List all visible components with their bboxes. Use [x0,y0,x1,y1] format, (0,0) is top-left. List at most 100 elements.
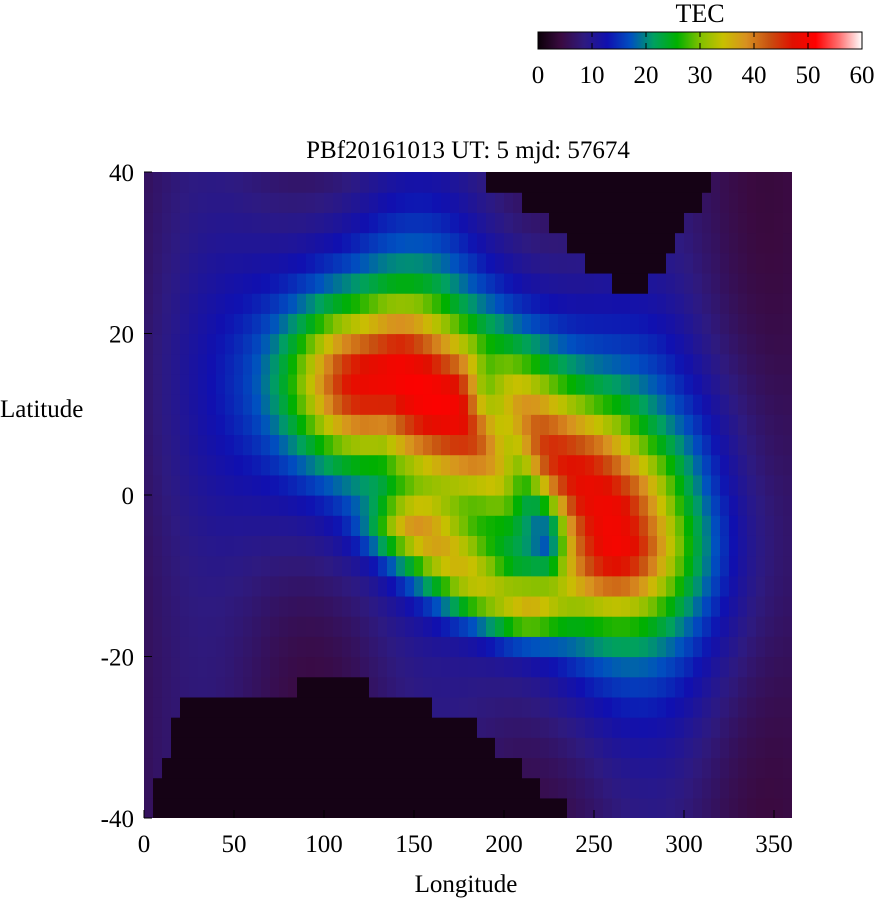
heatmap-cell [261,333,271,355]
heatmap-cell [495,353,505,375]
heatmap-cell [648,777,658,799]
heatmap-cell [630,172,640,193]
heatmap-cell [486,616,496,637]
heatmap-cell [207,696,217,718]
heatmap-cell [315,414,325,436]
heatmap-cell [585,272,595,294]
heatmap-cell [729,515,739,536]
heatmap-cell [351,656,361,678]
heatmap-cell [486,172,496,193]
heatmap-cell [369,212,379,234]
heatmap-cell [765,515,775,536]
heatmap-cell [198,293,208,314]
heatmap-cell [288,434,298,456]
heatmap-cell [360,495,370,516]
heatmap-cell [657,394,667,415]
heatmap-cell [297,575,307,597]
heatmap-cell [423,656,433,678]
heatmap-cell [621,797,631,818]
heatmap-cell [639,414,649,436]
heatmap-cell [477,636,487,658]
heatmap-cell [198,757,208,779]
heatmap-cell [621,434,631,456]
heatmap-cell [585,252,595,274]
heatmap-cell [756,595,766,617]
heatmap-cell [513,575,523,597]
heatmap-cell [261,252,271,274]
heatmap-cell [738,353,748,375]
heatmap-cell [468,696,478,718]
heatmap-cell [756,575,766,597]
heatmap-cell [342,313,352,335]
heatmap-cell [252,595,262,617]
heatmap-cell [621,656,631,678]
heatmap-cell [306,373,316,395]
heatmap-cell [297,757,307,779]
heatmap-cell [369,454,379,476]
heatmap-cell [270,777,280,799]
heatmap-cell [522,777,532,799]
heatmap-cell [666,575,676,597]
heatmap-cell [468,757,478,779]
heatmap-cell [747,212,757,234]
heatmap-cell [216,797,226,818]
heatmap-cell [702,696,712,718]
heatmap-cell [675,495,685,516]
heatmap-cell [378,474,388,496]
heatmap-cell [612,737,622,759]
heatmap-cell [693,595,703,617]
heatmap-cell [441,272,451,294]
heatmap-cell [396,353,406,375]
heatmap-cell [531,212,541,234]
heatmap-cell [225,474,235,496]
heatmap-cell [702,575,712,597]
heatmap-cell [603,616,613,637]
heatmap-cell [297,495,307,516]
heatmap-cell [162,373,172,395]
heatmap-cell [639,495,649,516]
heatmap-cell [639,212,649,234]
heatmap-cell [423,232,433,254]
heatmap-cell [189,313,199,335]
heatmap-cell [171,636,181,658]
heatmap-cell [297,656,307,678]
heatmap-cell [297,717,307,738]
heatmap-cell [783,555,792,577]
heatmap-cell [666,353,676,375]
heatmap-cell [504,757,514,779]
heatmap-cell [351,252,361,274]
heatmap-cell [585,172,595,193]
heatmap-cell [378,656,388,678]
heatmap-cell [216,333,226,355]
heatmap-cell [261,575,271,597]
heatmap-cell [531,676,541,698]
heatmap-cell [405,252,415,274]
heatmap-cell [414,272,424,294]
heatmap-cell [162,717,172,738]
heatmap-cell [774,293,784,314]
heatmap-cell [540,212,550,234]
heatmap-cell [306,797,316,818]
heatmap-cell [144,293,154,314]
heatmap-cell [657,495,667,516]
heatmap-cell [405,777,415,799]
heatmap-cell [369,252,379,274]
heatmap-cell [144,272,154,294]
heatmap-cell [486,373,496,395]
heatmap-cell [171,373,181,395]
heatmap-cell [396,575,406,597]
heatmap-cell [603,394,613,415]
heatmap-cell [783,172,792,193]
heatmap-cell [144,797,154,818]
heatmap-cell [261,757,271,779]
heatmap-cell [405,717,415,738]
heatmap-cell [396,454,406,476]
heatmap-cell [765,414,775,436]
heatmap-cell [324,212,334,234]
colorbar-ticks: 0 10 20 30 40 50 60 [532,32,875,89]
heatmap-cell [306,495,316,516]
heatmap-cell [396,172,406,193]
heatmap-cell [540,313,550,335]
heatmap-cell [459,394,469,415]
heatmap-cell [360,474,370,496]
